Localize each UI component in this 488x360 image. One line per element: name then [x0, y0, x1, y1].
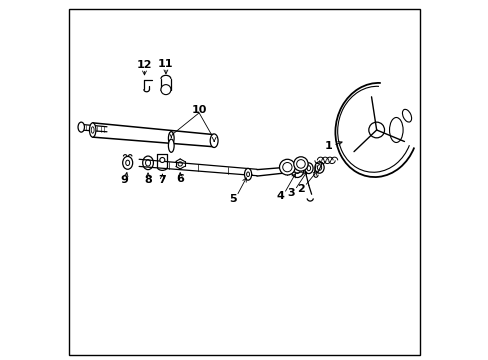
Text: 2: 2 [296, 184, 304, 194]
Ellipse shape [168, 132, 174, 145]
Text: 4: 4 [276, 191, 284, 201]
Text: 3: 3 [286, 188, 294, 198]
Text: 12: 12 [137, 60, 152, 69]
Text: 10: 10 [191, 105, 206, 115]
Circle shape [293, 157, 307, 171]
Ellipse shape [78, 122, 84, 132]
Ellipse shape [168, 139, 174, 152]
Text: 11: 11 [158, 59, 173, 69]
Text: 9: 9 [120, 175, 128, 185]
Text: 1: 1 [324, 141, 332, 151]
Ellipse shape [89, 123, 96, 137]
Text: 5: 5 [229, 194, 236, 203]
Ellipse shape [210, 134, 218, 148]
Ellipse shape [244, 168, 251, 180]
Text: 7: 7 [158, 175, 166, 185]
Circle shape [160, 157, 164, 162]
Circle shape [161, 85, 171, 95]
Circle shape [279, 159, 295, 175]
Text: 6: 6 [176, 174, 184, 184]
Text: 8: 8 [144, 175, 152, 185]
